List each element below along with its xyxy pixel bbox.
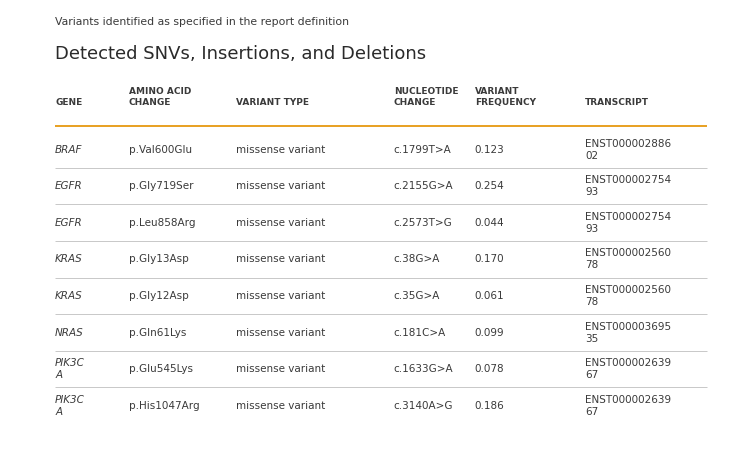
Text: Variants identified as specified in the report definition: Variants identified as specified in the … xyxy=(55,17,349,27)
Text: p.Gly719Ser: p.Gly719Ser xyxy=(129,181,194,191)
Text: ENST000002560
78: ENST000002560 78 xyxy=(585,285,671,307)
Text: p.Gln61Lys: p.Gln61Lys xyxy=(129,327,186,338)
Text: c.38G>A: c.38G>A xyxy=(394,254,440,265)
Text: missense variant: missense variant xyxy=(236,364,325,374)
Text: PIK3C
A: PIK3C A xyxy=(55,395,85,417)
Text: NUCLEOTIDE
CHANGE: NUCLEOTIDE CHANGE xyxy=(394,87,459,107)
Text: c.181C>A: c.181C>A xyxy=(394,327,446,338)
Text: missense variant: missense variant xyxy=(236,291,325,301)
Text: missense variant: missense variant xyxy=(236,254,325,265)
Text: VARIANT TYPE: VARIANT TYPE xyxy=(236,98,308,107)
Text: 0.170: 0.170 xyxy=(475,254,504,265)
Text: c.1633G>A: c.1633G>A xyxy=(394,364,453,374)
Text: ENST000002560
78: ENST000002560 78 xyxy=(585,248,671,270)
Text: p.His1047Arg: p.His1047Arg xyxy=(129,400,199,411)
Text: Detected SNVs, Insertions, and Deletions: Detected SNVs, Insertions, and Deletions xyxy=(55,45,426,63)
Text: missense variant: missense variant xyxy=(236,144,325,155)
Text: c.2155G>A: c.2155G>A xyxy=(394,181,453,191)
Text: ENST000002886
02: ENST000002886 02 xyxy=(585,139,671,161)
Text: p.Val600Glu: p.Val600Glu xyxy=(129,144,192,155)
Text: c.35G>A: c.35G>A xyxy=(394,291,440,301)
Text: 0.123: 0.123 xyxy=(475,144,504,155)
Text: p.Gly12Asp: p.Gly12Asp xyxy=(129,291,188,301)
Text: AMINO ACID
CHANGE: AMINO ACID CHANGE xyxy=(129,87,191,107)
Text: c.3140A>G: c.3140A>G xyxy=(394,400,453,411)
Text: EGFR: EGFR xyxy=(55,181,83,191)
Text: KRAS: KRAS xyxy=(55,254,83,265)
Text: 0.078: 0.078 xyxy=(475,364,504,374)
Text: VARIANT
FREQUENCY: VARIANT FREQUENCY xyxy=(475,87,536,107)
Text: missense variant: missense variant xyxy=(236,181,325,191)
Text: 0.044: 0.044 xyxy=(475,218,504,228)
Text: missense variant: missense variant xyxy=(236,400,325,411)
Text: c.2573T>G: c.2573T>G xyxy=(394,218,453,228)
Text: 0.099: 0.099 xyxy=(475,327,504,338)
Text: KRAS: KRAS xyxy=(55,291,83,301)
Text: TRANSCRIPT: TRANSCRIPT xyxy=(585,98,649,107)
Text: 0.254: 0.254 xyxy=(475,181,504,191)
Text: EGFR: EGFR xyxy=(55,218,83,228)
Text: 0.186: 0.186 xyxy=(475,400,504,411)
Text: 0.061: 0.061 xyxy=(475,291,504,301)
Text: ENST000003695
35: ENST000003695 35 xyxy=(585,322,671,343)
Text: NRAS: NRAS xyxy=(55,327,84,338)
Text: BRAF: BRAF xyxy=(55,144,82,155)
Text: ENST000002754
93: ENST000002754 93 xyxy=(585,175,671,197)
Text: p.Glu545Lys: p.Glu545Lys xyxy=(129,364,193,374)
Text: missense variant: missense variant xyxy=(236,327,325,338)
Text: p.Gly13Asp: p.Gly13Asp xyxy=(129,254,188,265)
Text: missense variant: missense variant xyxy=(236,218,325,228)
Text: ENST000002754
93: ENST000002754 93 xyxy=(585,212,671,234)
Text: p.Leu858Arg: p.Leu858Arg xyxy=(129,218,195,228)
Text: PIK3C
A: PIK3C A xyxy=(55,358,85,380)
Text: GENE: GENE xyxy=(55,98,82,107)
Text: ENST000002639
67: ENST000002639 67 xyxy=(585,395,671,417)
Text: c.1799T>A: c.1799T>A xyxy=(394,144,451,155)
Text: ENST000002639
67: ENST000002639 67 xyxy=(585,358,671,380)
